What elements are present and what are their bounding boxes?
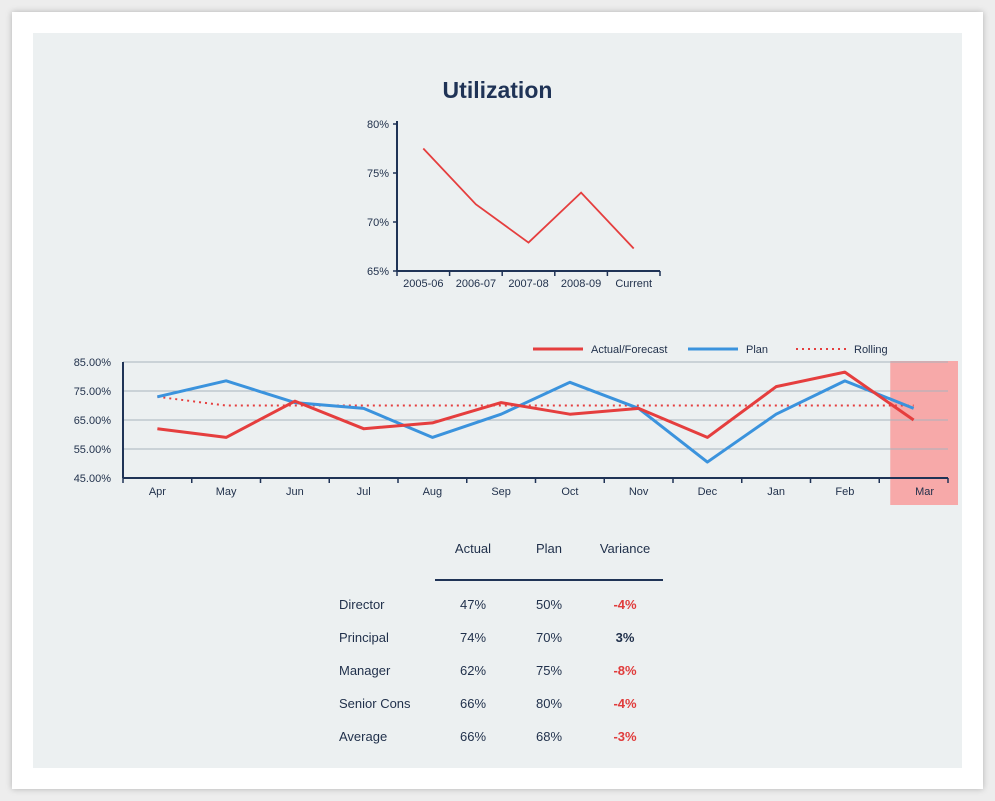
highlight-column-mar <box>890 361 958 505</box>
top-y-tick-label: 75% <box>367 168 389 180</box>
page-title: Utilization <box>442 77 553 103</box>
main-x-tick-label: Feb <box>835 486 854 498</box>
table-row: Average 66% 68% -3% <box>339 720 663 753</box>
actual-cell: 62% <box>459 663 487 678</box>
top-y-tick-label: 80% <box>367 119 389 131</box>
plan-cell: 68% <box>535 729 563 744</box>
main-x-tick-label: Jan <box>767 486 785 498</box>
variance-cell: -8% <box>613 663 637 678</box>
main-y-tick-label: 55.00% <box>74 444 112 456</box>
table-row: Manager 62% 75% -8% <box>339 654 663 687</box>
top-x-tick-label: 2006-07 <box>456 278 496 290</box>
top-x-tick-label: Current <box>615 278 652 290</box>
table-row: Principal 74% 70% 3% <box>339 621 663 654</box>
plan-cell: 70% <box>535 630 563 645</box>
actual-forecast-series-line <box>157 370 915 439</box>
main-y-tick-label: 75.00% <box>74 386 112 398</box>
top-x-tick-label: 2008-09 <box>561 278 601 290</box>
main-x-tick-label: Aug <box>423 486 443 498</box>
plan-cell: 75% <box>535 663 563 678</box>
main-x-tick-label: Jul <box>357 486 371 498</box>
actual-cell: 66% <box>459 729 487 744</box>
monthly-utilization-chart: 45.00% 55.00% 65.00% 75.00% 85.00% Apr May Jun J… <box>74 344 958 505</box>
variance-cell: 3% <box>615 630 635 645</box>
row-label: Average <box>339 729 388 744</box>
table-header-plan: Plan <box>511 541 587 581</box>
variance-cell: -3% <box>613 729 637 744</box>
top-y-tick-label: 65% <box>367 266 389 278</box>
main-y-tick-label: 65.00% <box>74 415 112 427</box>
plan-series-line <box>157 379 915 464</box>
table-row: Senior Cons 66% 80% -4% <box>339 687 663 720</box>
table-corner <box>339 541 435 580</box>
variance-cell: -4% <box>613 597 637 612</box>
table-row: Director 47% 50% -4% <box>339 588 663 621</box>
main-y-tick-label: 85.00% <box>74 357 112 369</box>
utilization-table: Actual Plan Variance Director 47% 50% -4% Pr… <box>339 541 663 753</box>
row-label: Manager <box>339 663 391 678</box>
legend-label-plan: Plan <box>746 344 768 356</box>
row-label: Principal <box>339 630 389 645</box>
main-x-tick-label: Oct <box>561 486 578 498</box>
table-header-actual: Actual <box>435 541 511 581</box>
main-x-tick-label: Jun <box>286 486 304 498</box>
plan-cell: 80% <box>535 696 563 711</box>
main-x-tick-label: Sep <box>491 486 511 498</box>
actual-cell: 47% <box>459 597 487 612</box>
legend-label-actual-forecast: Actual/Forecast <box>591 344 667 356</box>
legend-label-rolling: Rolling <box>854 344 888 356</box>
main-y-tick-label: 45.00% <box>74 473 112 485</box>
table-header-variance: Variance <box>587 541 663 581</box>
actual-cell: 74% <box>459 630 487 645</box>
top-y-tick-label: 70% <box>367 217 389 229</box>
actual-cell: 66% <box>459 696 487 711</box>
report-card: Utilization 65% 70% 75% 80% 2005-06 2006-07 20… <box>12 12 983 789</box>
main-x-tick-label: Apr <box>149 486 166 498</box>
report-panel: Utilization 65% 70% 75% 80% 2005-06 2006-07 20… <box>33 33 962 768</box>
main-x-tick-label: Nov <box>629 486 649 498</box>
row-label: Senior Cons <box>339 696 411 711</box>
annual-utilization-chart: 65% 70% 75% 80% 2005-06 2006-07 2007-08 2008-09… <box>367 119 661 290</box>
main-x-tick-label: Mar <box>915 486 934 498</box>
main-x-tick-label: May <box>216 486 237 498</box>
variance-cell: -4% <box>613 696 637 711</box>
row-label: Director <box>339 597 385 612</box>
main-x-tick-label: Dec <box>698 486 718 498</box>
top-x-tick-label: 2005-06 <box>403 278 443 290</box>
table-spacer <box>339 580 435 588</box>
top-x-tick-label: 2007-08 <box>508 278 548 290</box>
plan-cell: 50% <box>535 597 563 612</box>
